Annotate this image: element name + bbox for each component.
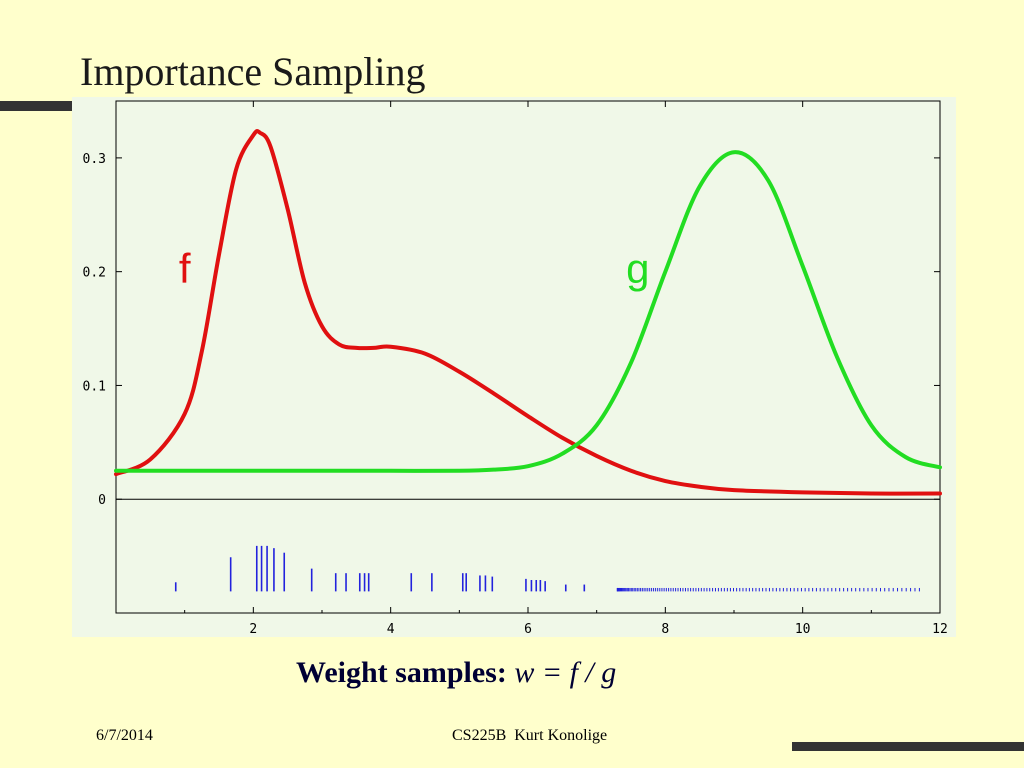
- y-tick-label: 0.1: [83, 379, 106, 394]
- curve-label-g: g: [626, 245, 649, 292]
- x-tick-label: 12: [932, 622, 948, 637]
- footer-date: 6/7/2014: [96, 727, 153, 744]
- series-line-f: [114, 129, 942, 496]
- x-tick-label: 6: [524, 622, 532, 637]
- decorative-bar-bottom: [792, 742, 1024, 751]
- x-tick-label: 2: [249, 622, 257, 637]
- y-tick-label: 0.3: [83, 152, 106, 167]
- y-tick-label: 0: [98, 493, 106, 508]
- plot-area: 0 0.1 0.2 0.3 2 4 6 8 10 12 f g: [72, 97, 956, 637]
- x-tick-label: 10: [795, 622, 811, 637]
- curve-label-f: f: [179, 245, 191, 292]
- formula-label: Weight samples:: [296, 656, 507, 689]
- formula-math: w = f / g: [514, 656, 617, 689]
- y-tick-label: 0.2: [83, 266, 106, 281]
- chart: 0 0.1 0.2 0.3 2 4 6 8 10 12 f g: [72, 97, 956, 637]
- x-tick-label: 8: [661, 622, 669, 637]
- slide-title: Importance Sampling: [80, 49, 426, 94]
- x-tick-label: 4: [387, 622, 395, 637]
- series-line-g: [114, 150, 942, 473]
- decorative-bar-top: [0, 101, 72, 111]
- weight-formula: Weight samples: w = f / g: [296, 656, 616, 690]
- footer-author: CS225B Kurt Konolige: [452, 727, 608, 744]
- chart-background: [72, 97, 956, 637]
